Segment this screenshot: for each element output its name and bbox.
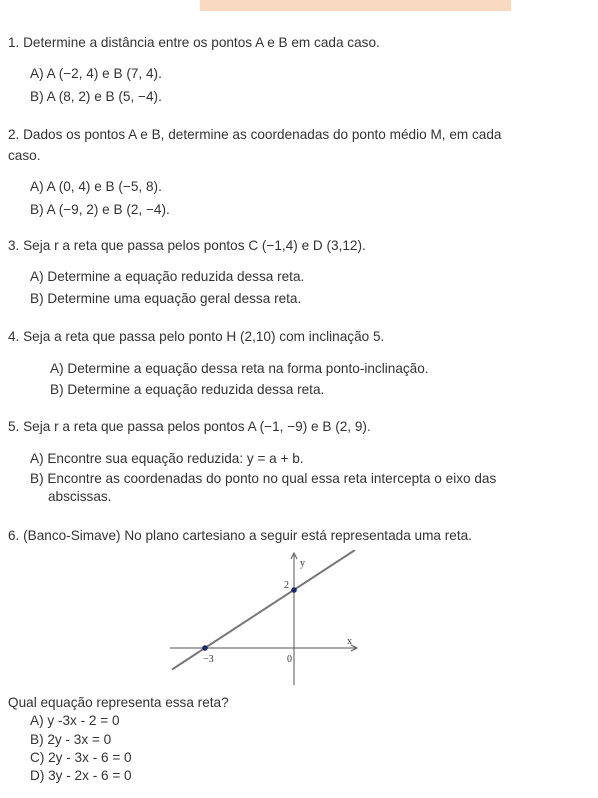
option: D) 3y - 2x - 6 = 0 bbox=[30, 768, 132, 783]
option: A) A (−2, 4) e B (7, 4). bbox=[30, 66, 162, 81]
point bbox=[202, 645, 208, 651]
axis-label: y bbox=[300, 558, 305, 569]
tick-label: 2 bbox=[284, 580, 289, 591]
option: B) A (−9, 2) e B (2, −4). bbox=[30, 202, 170, 217]
axis-label: x bbox=[347, 636, 352, 647]
option: C) 2y - 3x - 6 = 0 bbox=[30, 750, 132, 765]
question: 1. Determine a distância entre os pontos… bbox=[8, 35, 380, 50]
option: A) Encontre sua equação reduzida: y = a … bbox=[30, 451, 304, 466]
prompt: Qual equação representa essa reta? bbox=[8, 695, 229, 710]
graph: y 2 x −3 0 bbox=[170, 550, 359, 685]
question: 3. Seja r a reta que passa pelos pontos … bbox=[8, 238, 366, 253]
option: B) A (8, 2) e B (5, −4). bbox=[30, 89, 162, 104]
question: 5. Seja r a reta que passa pelos pontos … bbox=[8, 419, 371, 434]
tick-label: 0 bbox=[287, 654, 292, 665]
option: A) A (0, 4) e B (−5, 8). bbox=[30, 179, 162, 194]
question: 6. (Banco-Simave) No plano cartesiano a … bbox=[8, 528, 472, 543]
option: B) 2y - 3x = 0 bbox=[30, 732, 112, 747]
point bbox=[291, 587, 297, 593]
option: B) Encontre as coordenadas do ponto no q… bbox=[30, 471, 497, 504]
arrow bbox=[350, 644, 359, 652]
question: 4. Seja a reta que passa pelo ponto H (2… bbox=[8, 329, 385, 344]
option: A) Determine a equação reduzida dessa re… bbox=[30, 269, 305, 284]
question: 2. Dados os pontos A e B, determine as c… bbox=[8, 127, 502, 163]
option: B) Determine a equação reduzida dessa re… bbox=[50, 382, 325, 397]
option: A) y -3x - 2 = 0 bbox=[30, 713, 120, 728]
line bbox=[171, 550, 356, 671]
arrow bbox=[290, 551, 298, 560]
option: B) Determine uma equação geral dessa ret… bbox=[30, 291, 302, 306]
tick-label: −3 bbox=[203, 654, 214, 665]
header-bar bbox=[200, 0, 511, 11]
option: A) Determine a equação dessa reta na for… bbox=[50, 361, 429, 376]
